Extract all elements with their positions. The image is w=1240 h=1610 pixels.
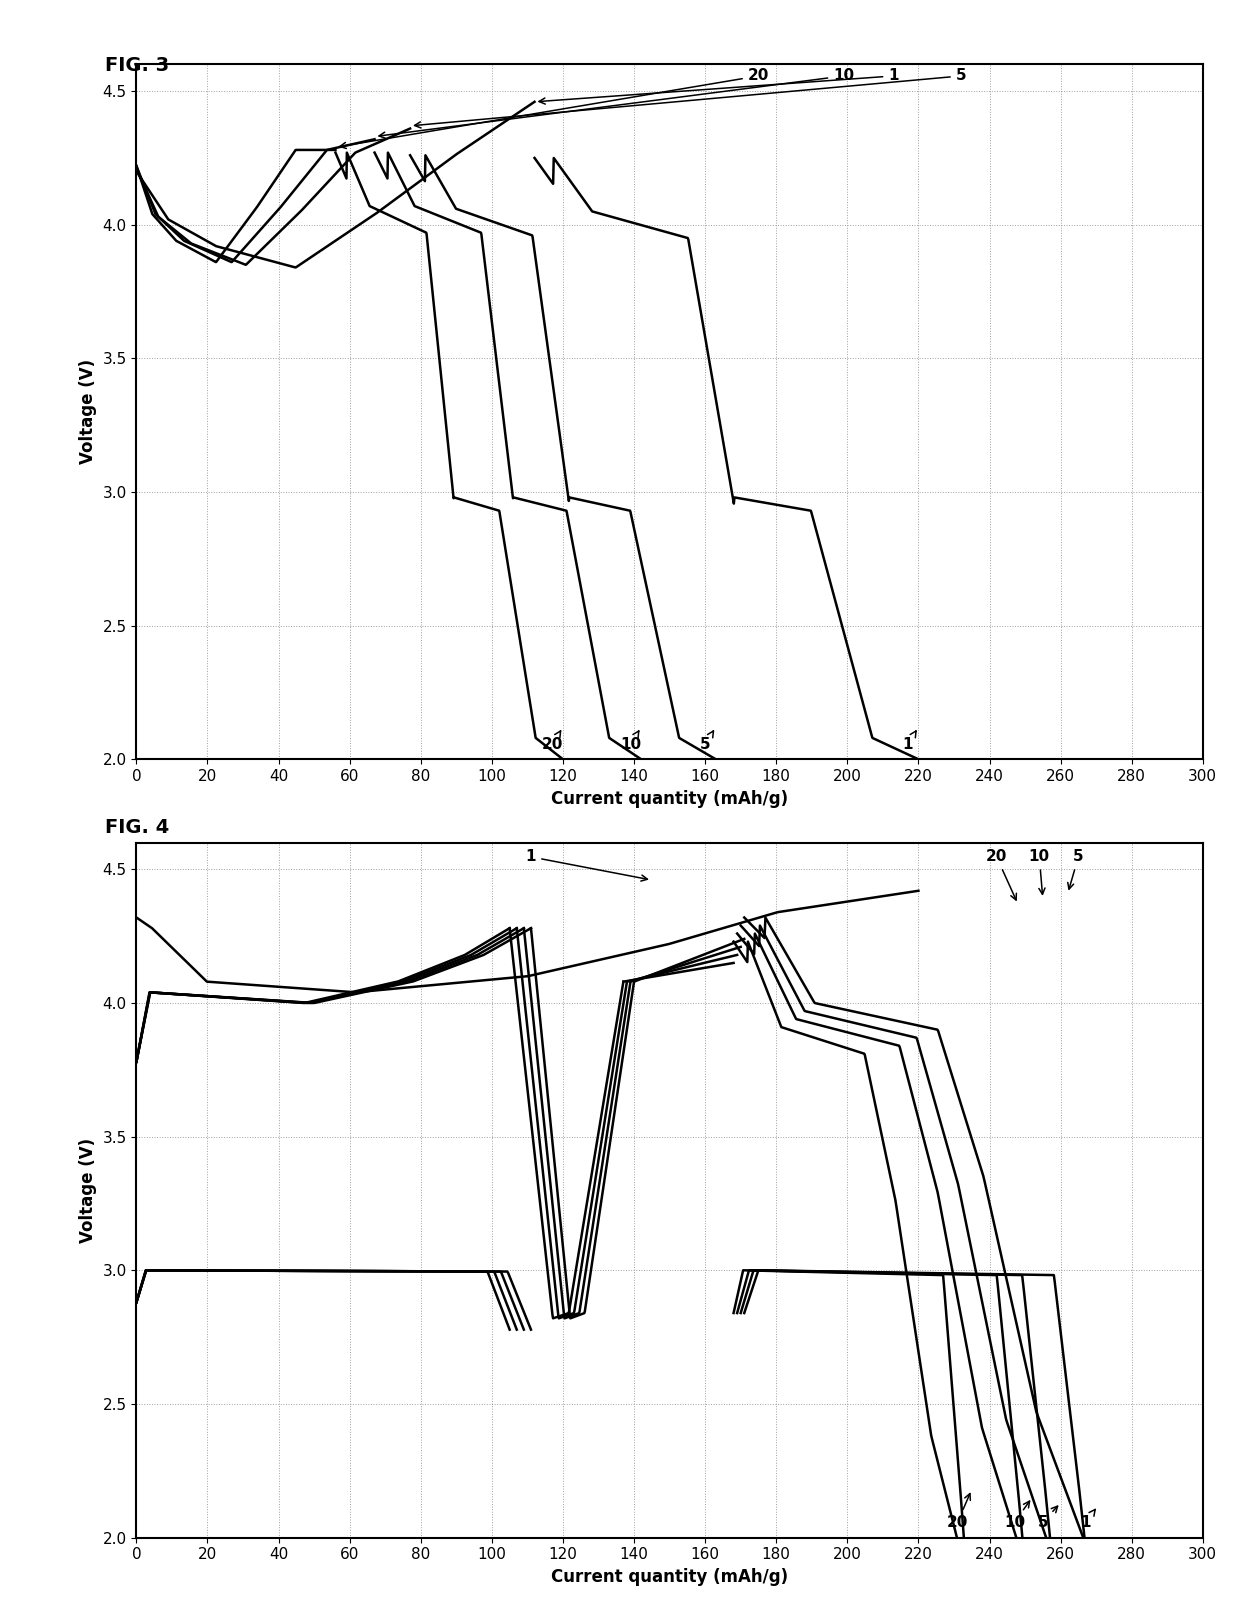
Text: 5: 5 <box>1038 1505 1058 1530</box>
Text: FIG. 3: FIG. 3 <box>105 56 170 76</box>
Text: 20: 20 <box>542 731 563 752</box>
Y-axis label: Voltage (V): Voltage (V) <box>79 359 97 464</box>
X-axis label: Current quantity (mAh/g): Current quantity (mAh/g) <box>551 789 789 808</box>
Text: 1: 1 <box>539 69 899 105</box>
Text: FIG. 4: FIG. 4 <box>105 818 170 837</box>
Text: 5: 5 <box>414 69 966 127</box>
Text: 20: 20 <box>947 1494 971 1530</box>
Text: 1: 1 <box>526 850 647 881</box>
Text: 10: 10 <box>1029 850 1050 894</box>
Text: 10: 10 <box>1004 1501 1029 1529</box>
Y-axis label: Voltage (V): Voltage (V) <box>79 1138 97 1243</box>
Text: 1: 1 <box>1080 1509 1095 1530</box>
Text: 10: 10 <box>620 731 641 752</box>
Text: 5: 5 <box>699 731 713 752</box>
Text: 1: 1 <box>903 731 916 752</box>
Text: 20: 20 <box>340 69 769 148</box>
X-axis label: Current quantity (mAh/g): Current quantity (mAh/g) <box>551 1568 789 1586</box>
Text: 5: 5 <box>1068 850 1084 889</box>
Text: 10: 10 <box>379 69 854 138</box>
Text: 20: 20 <box>986 850 1017 900</box>
